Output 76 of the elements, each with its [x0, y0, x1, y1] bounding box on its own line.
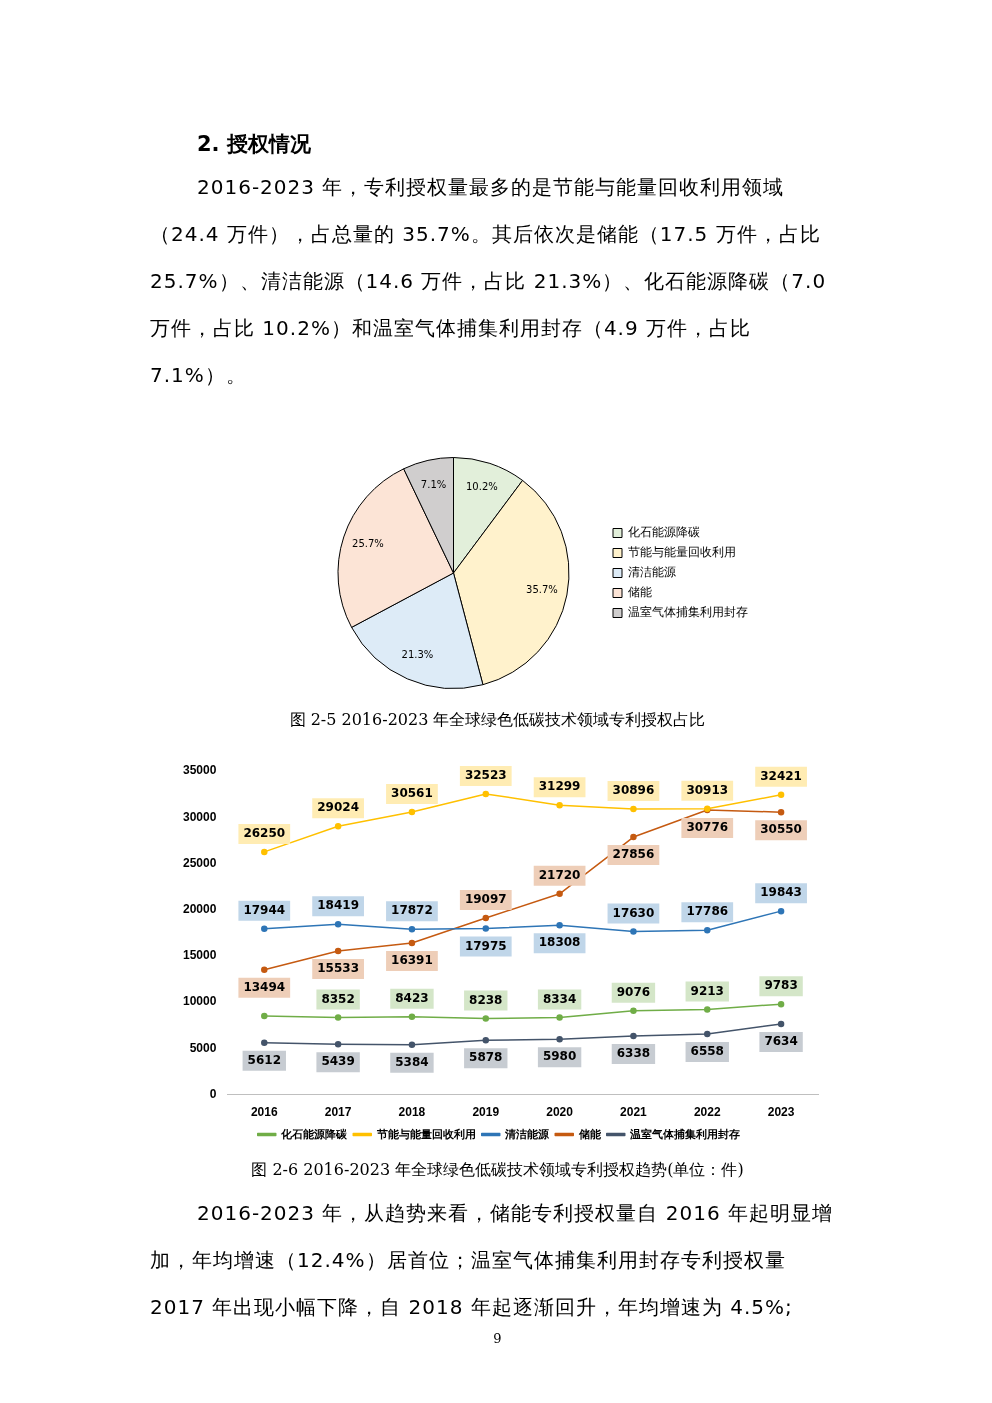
- data-label: 17944: [243, 902, 286, 917]
- data-label: 32523: [464, 768, 507, 783]
- x-tick-label: 2020: [546, 1105, 574, 1120]
- x-tick-label: 2022: [693, 1105, 721, 1120]
- data-label: 17786: [686, 904, 729, 919]
- legend-label: 温室气体捕集利用封存: [628, 605, 748, 620]
- data-label: 6558: [690, 1044, 724, 1059]
- x-tick-label: 2018: [398, 1105, 426, 1120]
- data-label: 17630: [612, 905, 655, 920]
- legend-label: 储能: [577, 1127, 602, 1140]
- data-label: 29024: [317, 800, 359, 815]
- y-tick-label: 20000: [182, 902, 217, 916]
- data-label: 19097: [464, 892, 507, 907]
- text: 9: [492, 1331, 503, 1346]
- y-tick-label: 5000: [189, 1040, 217, 1055]
- x-tick-label: 2016: [250, 1105, 278, 1120]
- y-tick-label: 15000: [182, 948, 217, 963]
- data-label: 8334: [542, 991, 577, 1006]
- data-label: 8238: [469, 992, 503, 1007]
- data-label: 5612: [247, 1052, 281, 1067]
- legend-label: 化石能源降碳: [280, 1127, 349, 1140]
- data-label: 9076: [616, 984, 651, 999]
- data-label: 19843: [760, 885, 802, 900]
- data-label: 7634: [764, 1034, 798, 1049]
- data-label: 30896: [612, 783, 655, 798]
- x-tick-label: 2017: [324, 1105, 352, 1120]
- data-label: 30561: [391, 786, 433, 801]
- y-tick-label: 25000: [182, 855, 217, 870]
- data-label: 25.7%: [352, 538, 384, 550]
- data-label: 9783: [764, 978, 798, 993]
- text: 2016-2023 年，从趋势来看，储能专利授权量自 2016 年起明显增加，年均增速（12.4%）居首位；温室气体捕集利用封存专利授权量 2017 年出现小幅下降，自 2018 年起逐渐回升，年均增速为 4.5%;: [150, 1200, 834, 1321]
- text: 图 2-6 2016-2023 年全球绿色低碳技术领域专利授权趋势(单位：件): [250, 1160, 745, 1181]
- legend-label: 储能: [628, 585, 652, 600]
- data-label: 30776: [686, 820, 729, 835]
- data-label: 8423: [395, 990, 429, 1005]
- y-tick-label: 35000: [182, 763, 217, 778]
- data-label: 18419: [317, 898, 359, 913]
- data-label: 5384: [395, 1054, 429, 1069]
- legend-label: 清洁能源: [504, 1127, 551, 1140]
- y-tick-label: 10000: [182, 994, 217, 1009]
- legend-label: 温室气体捕集利用封存: [629, 1127, 741, 1140]
- text: 2016-2023 年，专利授权量最多的是节能与能量回收利用领域（24.4 万件），占总量的 35.7%。其后依次是储能（17.5 万件，占比 25.7%）、清洁能源（14.6 万件，占比 21.3%）、化石能源降碳（7.0 万件，占比 10.2%）和温室气体捕集利用封存（4.9 万件，占比 7.1%）。: [150, 174, 828, 389]
- data-label: 21.3%: [401, 649, 434, 661]
- text: 2. 授权情况: [197, 131, 312, 158]
- data-label: 9213: [690, 983, 724, 998]
- data-label: 30913: [686, 782, 729, 797]
- data-label: 10.2%: [465, 481, 498, 493]
- text: 图 2-5 2016-2023 年全球绿色低碳技术领域专利授权占比: [288, 710, 707, 731]
- x-tick-label: 2019: [472, 1105, 500, 1120]
- legend-label: 节能与能量回收利用: [375, 1127, 476, 1140]
- data-label: 6338: [616, 1046, 651, 1061]
- data-label: 27856: [612, 847, 655, 862]
- y-tick-label: 30000: [182, 809, 217, 824]
- data-label: 30550: [760, 822, 802, 837]
- y-tick-label: 0: [209, 1086, 217, 1101]
- data-label: 32421: [760, 768, 802, 783]
- data-label: 26250: [243, 826, 286, 841]
- data-label: 35.7%: [526, 583, 558, 595]
- data-label: 7.1%: [420, 478, 447, 490]
- data-label: 18308: [538, 935, 581, 950]
- data-label: 5439: [321, 1054, 355, 1069]
- x-tick-label: 2021: [620, 1105, 648, 1120]
- legend-label: 节能与能量回收利用: [628, 545, 736, 560]
- legend-label: 清洁能源: [628, 565, 676, 580]
- data-label: 5878: [469, 1050, 503, 1065]
- x-tick-label: 2023: [767, 1105, 795, 1120]
- data-label: 16391: [391, 953, 433, 968]
- legend-label: 化石能源降碳: [628, 525, 700, 540]
- data-label: 17872: [391, 903, 433, 918]
- data-label: 5980: [542, 1049, 577, 1064]
- data-label: 31299: [538, 779, 581, 794]
- data-label: 13494: [243, 979, 286, 994]
- data-label: 21720: [538, 867, 581, 882]
- data-label: 15533: [317, 961, 359, 976]
- data-label: 17975: [464, 938, 507, 953]
- data-label: 8352: [321, 991, 355, 1006]
